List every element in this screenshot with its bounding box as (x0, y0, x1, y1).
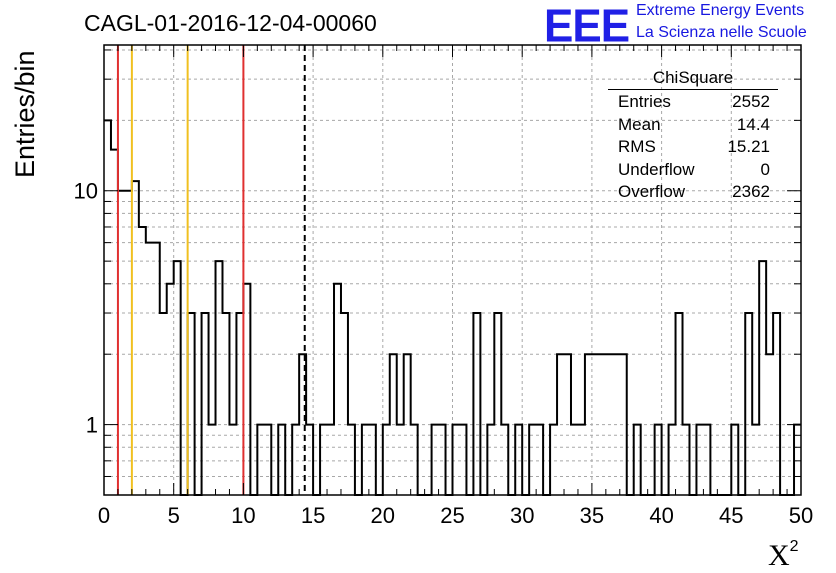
y-tick-label: 1 (86, 413, 98, 438)
x-tick-label: 15 (301, 503, 325, 528)
logo-line-2: La Scienza nelle Scuole (636, 24, 807, 41)
x-tick-label: 20 (371, 503, 395, 528)
stats-name: ChiSquare (608, 68, 778, 90)
histogram-outline (104, 119, 801, 496)
histogram-series (104, 119, 801, 496)
stats-label: Entries (618, 92, 671, 111)
x-tick-label: 0 (98, 503, 110, 528)
eee-logo-mark: EEE (544, 0, 630, 53)
chart-title: CAGL-01-2016-12-04-00060 (84, 10, 377, 36)
stats-box: ChiSquare Entries 2552 Mean 14.4 RMS 15.21 … (608, 68, 778, 204)
x-axis-label: X2 (768, 538, 799, 573)
stats-row: Underflow 0 (608, 159, 778, 182)
stats-label: Overflow (618, 182, 686, 202)
x-tick-label: 5 (168, 503, 180, 528)
stats-value: 15.21 (727, 137, 770, 157)
x-tick-label: 45 (719, 503, 743, 528)
x-axis-label-base: X (768, 539, 790, 572)
stats-value: 0 (760, 159, 770, 179)
x-tick-label: 50 (789, 503, 813, 528)
x-tick-label: 40 (649, 503, 673, 528)
stats-value: 2552 (732, 92, 770, 111)
y-tick-label: 10 (74, 179, 98, 204)
stats-label: Mean (618, 114, 661, 134)
x-tick-label: 25 (440, 503, 464, 528)
stats-value: 14.4 (736, 114, 770, 134)
x-tick-label: 35 (580, 503, 604, 528)
stats-row: Mean 14.4 (608, 114, 778, 137)
x-tick-label: 30 (510, 503, 534, 528)
stats-label: Underflow (618, 159, 695, 179)
axes: 0 5 10 15 20 25 30 35 40 45 50 1 10 (74, 44, 813, 528)
x-tick-label: 10 (231, 503, 255, 528)
x-axis-label-superscript: 2 (789, 538, 799, 555)
stats-row: Overflow 2362 (608, 181, 778, 204)
stats-value: 2362 (732, 182, 770, 202)
reference-lines (116, 45, 306, 495)
logo-line-1: Extreme Energy Events (636, 2, 805, 19)
stats-row: RMS 15.21 (608, 136, 778, 159)
stats-label: RMS (618, 137, 656, 157)
stats-row: Entries 2552 (608, 91, 778, 114)
y-axis-label: Entries/bin (10, 50, 40, 178)
